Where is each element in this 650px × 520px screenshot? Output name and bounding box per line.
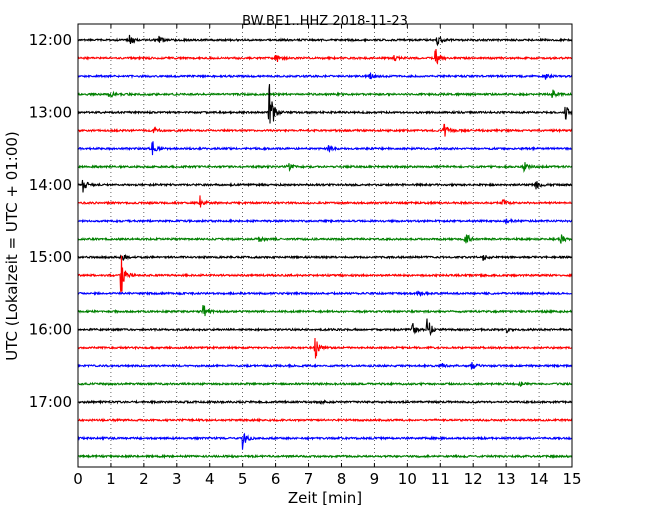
y-tick-label: 14:00 [29,176,72,194]
y-tick-label: 17:00 [29,393,72,411]
trace-1245 [77,89,573,99]
y-tick-label: 15:00 [29,248,72,266]
x-tick-label: 0 [73,470,83,488]
trace-1330 [77,141,573,156]
x-tick-label: 13 [497,470,516,488]
x-tick-label: 1 [106,470,116,488]
plot-frame [77,23,573,468]
x-tick-label: 5 [238,470,248,488]
trace-1515 [77,255,573,293]
trace-1315 [77,123,573,137]
trace-1615 [77,338,573,359]
trace-1230 [77,72,573,80]
trace-1300 [77,84,573,124]
trace-1730 [77,432,573,450]
trace-group [77,34,573,460]
trace-1415 [77,195,573,208]
x-tick-label: 7 [304,470,314,488]
trace-1645 [77,381,573,388]
trace-1745 [77,453,573,460]
trace-1530 [77,290,573,297]
y-axis-label: UTC (Lokalzeit = UTC + 01:00) [3,131,21,361]
trace-1345 [77,162,573,173]
trace-1445 [77,234,573,244]
x-axis-label: Zeit [min] [288,489,362,507]
y-tick-label: 12:00 [29,31,72,49]
trace-1630 [77,361,573,370]
trace-1500 [77,253,573,261]
y-axis-ticks: 12:00 13:00 14:00 15:00 16:00 17:00 [29,31,572,411]
trace-1545 [77,304,573,317]
x-tick-label: 2 [139,470,149,488]
x-axis-ticks: 0 1 2 3 4 5 6 7 8 9 10 11 12 13 14 15 [73,24,582,488]
trace-1700 [77,399,573,406]
x-tick-label: 10 [398,470,417,488]
trace-1430 [77,217,573,225]
trace-1715 [77,417,573,423]
x-tick-label: 12 [464,470,483,488]
chart-title: BW.BE1..HHZ 2018-11-23 [242,14,408,29]
x-tick-label: 6 [271,470,281,488]
grid-lines [110,24,540,467]
y-tick-label: 16:00 [29,321,72,339]
y-tick-label: 13:00 [29,103,72,121]
trace-1600 [77,318,573,337]
trace-1200 [77,34,573,47]
trace-1215 [77,48,573,65]
trace-1400 [77,179,573,193]
x-tick-label: 15 [562,470,581,488]
x-tick-label: 14 [530,470,549,488]
x-tick-label: 11 [431,470,450,488]
x-tick-label: 3 [172,470,182,488]
x-tick-label: 9 [370,470,380,488]
x-tick-label: 4 [205,470,215,488]
x-tick-label: 8 [337,470,347,488]
